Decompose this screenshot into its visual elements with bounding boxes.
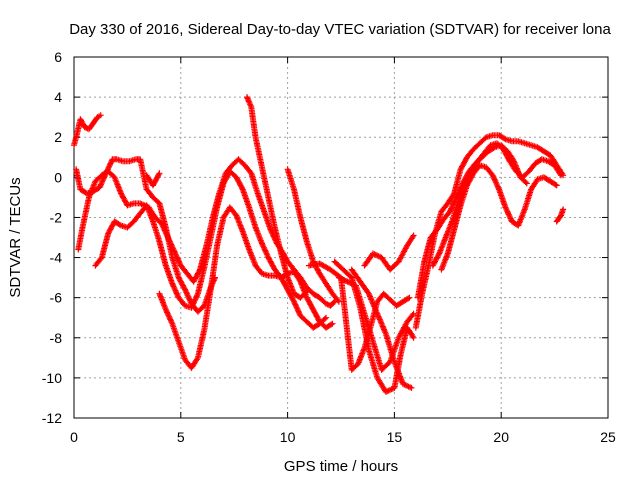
data-point-markers [429,140,564,269]
y-tick-label: -12 [42,410,62,426]
data-point-markers [143,170,163,189]
x-tick-label: 20 [493,429,509,445]
y-tick-label: -10 [42,370,62,386]
plot-frame [73,56,609,419]
y-tick-label: -6 [50,290,63,306]
series-track-11 [348,266,415,391]
x-tick-label: 25 [600,429,616,445]
y-tick-label: 4 [54,89,62,105]
x-axis-label: GPS time / hours [284,458,398,475]
series-track-7 [284,166,342,305]
grid-lines [74,57,608,418]
y-tick-label: -4 [50,250,63,266]
data-point-markers [335,274,417,373]
series-track-18 [143,170,163,189]
series-track-15 [429,140,564,269]
x-tick-label: 15 [387,429,403,445]
data-point-markers [71,112,104,149]
x-tick-label: 5 [177,429,185,445]
x-tick-label: 10 [280,429,296,445]
series-track-12 [361,232,417,273]
series-track-17 [553,206,567,225]
y-tick-label: -8 [50,330,63,346]
y-tick-label: 6 [54,49,62,65]
chart-title: Day 330 of 2016, Sidereal Day-to-day VTE… [69,21,611,38]
series-track-6 [244,94,310,301]
data-point-markers [438,162,560,273]
data-point-markers [156,204,336,371]
data-point-markers [348,266,415,391]
data-point-markers [75,156,338,309]
data-point-markers [92,168,329,331]
data-points [71,94,567,395]
series-track-10 [335,274,417,373]
series-track-4 [92,168,329,331]
data-point-markers [553,206,567,225]
x-tick-label: 0 [70,429,78,445]
series-track-3 [75,156,338,309]
data-point-markers [244,94,310,301]
series-track-1 [71,112,104,149]
data-point-markers [284,166,342,305]
y-tick-label: 0 [54,169,62,185]
y-axis-label: SDTVAR / TECUs [7,177,24,297]
series-track-16 [438,162,560,273]
data-point-markers [361,232,417,273]
y-tick-label: 2 [54,129,62,145]
axis-ticks: 0 5 10 15 20 25 -12 -10 -8 -6 -4 -2 0 2 4 6 [42,49,616,445]
y-tick-label: -2 [50,209,63,225]
series-track-5 [156,204,336,371]
